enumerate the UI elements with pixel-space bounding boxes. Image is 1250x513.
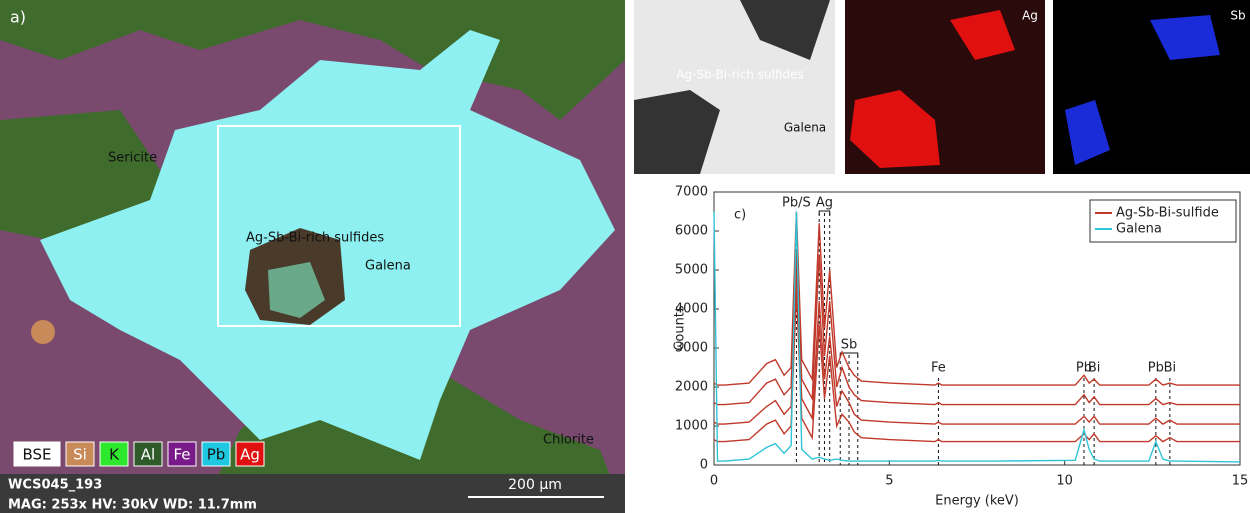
peak-label: Fe [931,361,946,376]
mineral-label: Ag-Sb-Bi-rich sulfides [246,231,384,246]
y-tick-label: 0 [700,458,708,473]
legend-label: Ag-Sb-Bi-sulfide [1116,206,1219,221]
y-tick-label: 6000 [675,224,708,239]
figure: a) Sericite Ag-Sb-Bi-rich sulfides Galen… [0,0,1250,513]
element-label: Al [141,446,155,464]
y-tick-label: 3000 [675,341,708,356]
peak-label: Bi [1088,361,1101,376]
peak-label: Pb/S [782,196,811,211]
y-tick-label: 2000 [675,380,708,395]
sem-settings: MAG: 253x HV: 30kV WD: 11.7mm [8,498,257,513]
peak-label: Ag [816,196,833,211]
y-tick-label: 1000 [675,419,708,434]
micrograph: a) Sericite Ag-Sb-Bi-rich sulfides Galen… [0,0,625,513]
element-label: K [109,446,120,464]
peak-label: Sb [841,338,858,353]
scale-bar-label: 200 µm [508,477,562,493]
x-tick-label: 0 [710,474,718,489]
element-label: BSE [22,446,51,464]
legend-label: Galena [1116,222,1162,237]
mineral-label: Galena [365,259,411,274]
x-tick-label: 15 [1232,474,1249,489]
y-tick-label: 5000 [675,263,708,278]
element-maps: Ag-Sb-Bi-rich sulfides Galena Ag Sb [634,0,1250,174]
element-label: Ag [240,446,260,464]
element-label: Fe [173,446,190,464]
eds-spectrum: c) Energy (keV) Counts 01000200030004000… [673,185,1249,509]
si-grain [31,320,55,344]
panel-label: a) [10,8,26,27]
element-label: Pb [207,446,226,464]
sample-id: WCS045_193 [8,478,102,493]
panel-label: c) [734,208,746,223]
mineral-label: Sericite [108,151,157,166]
x-tick-label: 5 [885,474,893,489]
map-label: Ag-Sb-Bi-rich sulfides [676,68,803,82]
peak-label: Pb [1148,361,1164,376]
x-tick-label: 10 [1056,474,1073,489]
y-tick-label: 7000 [675,185,708,200]
peak-label: Bi [1164,361,1177,376]
map-label: Ag [1022,9,1038,23]
map-label: Sb [1230,9,1245,23]
x-axis-label: Energy (keV) [935,494,1019,509]
mineral-label: Chlorite [543,433,594,448]
y-tick-label: 4000 [675,302,708,317]
map-label: Galena [784,121,826,135]
element-label: Si [73,446,87,464]
